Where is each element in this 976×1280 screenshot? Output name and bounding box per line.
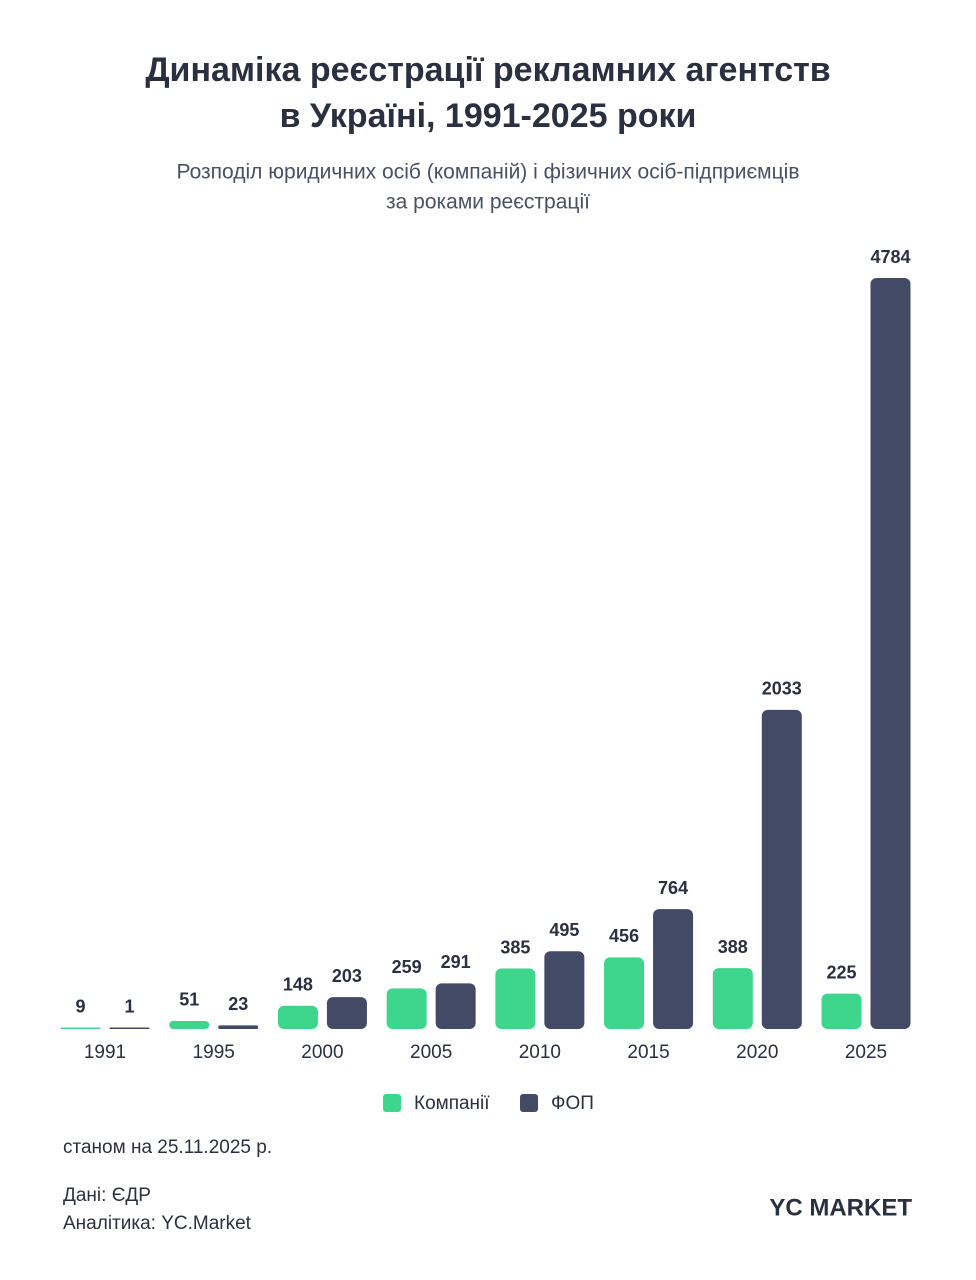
bar <box>109 1027 150 1029</box>
bar <box>821 993 862 1029</box>
chart-title: в Україні, 1991-2025 роки <box>280 97 697 135</box>
value-label: 388 <box>718 937 748 957</box>
value-label: 456 <box>609 926 639 946</box>
logo: YC MARKET <box>769 1194 912 1221</box>
value-label: 4784 <box>870 247 910 267</box>
x-tick-label: 1995 <box>193 1042 235 1063</box>
bar <box>60 1027 101 1029</box>
x-tick-label: 1991 <box>84 1042 126 1063</box>
bar <box>218 1025 259 1029</box>
x-tick-label: 2010 <box>519 1042 561 1063</box>
source: Дані: ЄДР <box>63 1185 151 1206</box>
value-label: 203 <box>332 966 362 986</box>
value-label: 385 <box>500 937 530 957</box>
value-label: 291 <box>441 952 471 972</box>
bar <box>653 909 694 1029</box>
chart-title: Динаміка реєстрації рекламних агентств <box>145 51 830 89</box>
value-label: 51 <box>179 990 199 1010</box>
chart-subtitle: Розподіл юридичних осіб (компаній) і фіз… <box>177 161 800 184</box>
value-label: 1 <box>124 996 134 1016</box>
bar <box>326 997 367 1029</box>
bar <box>544 951 585 1029</box>
value-label: 23 <box>228 994 248 1014</box>
value-label: 148 <box>283 975 313 995</box>
value-label: 259 <box>392 957 422 977</box>
bar <box>495 968 536 1029</box>
x-tick-label: 2025 <box>845 1042 887 1063</box>
chart-subtitle: за роками реєстрації <box>386 191 590 214</box>
bar <box>435 983 476 1029</box>
bar <box>712 968 753 1029</box>
x-tick-label: 2015 <box>627 1042 669 1063</box>
value-label: 225 <box>826 962 856 982</box>
bar <box>277 1005 318 1029</box>
date-note: станом на 25.11.2025 р. <box>63 1137 272 1158</box>
bar <box>386 988 427 1029</box>
value-label: 495 <box>549 920 579 940</box>
value-label: 2033 <box>762 679 802 699</box>
x-tick-label: 2020 <box>736 1042 778 1063</box>
legend-swatch <box>520 1094 538 1112</box>
bar <box>604 957 645 1029</box>
legend-label: Компанії <box>414 1093 490 1114</box>
legend-label: ФОП <box>551 1093 594 1114</box>
x-tick-label: 2000 <box>301 1042 343 1063</box>
bar <box>761 709 802 1029</box>
x-tick-label: 2005 <box>410 1042 452 1063</box>
legend-swatch <box>383 1094 401 1112</box>
bar <box>870 278 911 1029</box>
value-label: 9 <box>75 996 85 1016</box>
value-label: 764 <box>658 878 688 898</box>
bar <box>169 1020 210 1029</box>
analytics: Аналітика: YC.Market <box>63 1213 252 1234</box>
